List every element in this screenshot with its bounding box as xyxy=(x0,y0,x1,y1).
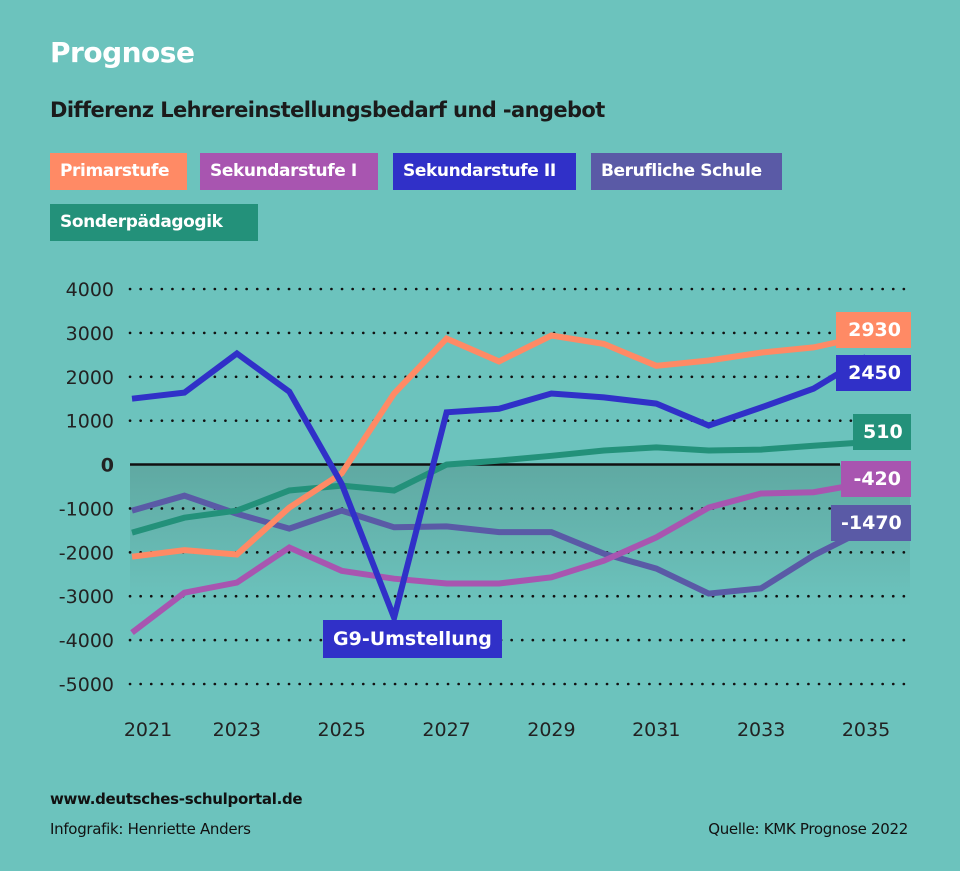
source: Quelle: KMK Prognose 2022 xyxy=(708,820,908,838)
x-tick-label: 2033 xyxy=(737,719,785,741)
x-tick-label: 2029 xyxy=(527,719,575,741)
chart-title: Differenz Lehrereinstellungsbedarf und -… xyxy=(50,98,605,122)
legend-item-primarstufe: Primarstufe xyxy=(50,153,187,190)
series-lines xyxy=(130,332,868,635)
y-tick-label: 0 xyxy=(101,455,114,477)
y-tick-label: 3000 xyxy=(66,323,114,345)
end-label-sekundarstufe-ii: 2450 xyxy=(836,355,911,391)
y-tick-label: 1000 xyxy=(66,411,114,433)
y-tick-label: -2000 xyxy=(59,542,114,564)
y-tick-label: 4000 xyxy=(66,279,114,301)
x-tick-label: 2027 xyxy=(422,719,470,741)
y-axis: 4000 3000 2000 1000 0 -1000 -2000 -3000 -4000 -50… xyxy=(59,279,114,696)
y-tick-label: -4000 xyxy=(59,630,114,652)
end-label-primarstufe: 2930 xyxy=(836,312,911,348)
y-tick-label: -3000 xyxy=(59,586,114,608)
y-tick-label: -5000 xyxy=(59,674,114,696)
legend-item-sekundarstufe-2: Sekundarstufe II xyxy=(393,153,576,190)
x-tick-label: 2031 xyxy=(632,719,680,741)
legend-item-berufliche-schule: Berufliche Schule xyxy=(591,153,782,190)
negative-region-band xyxy=(130,464,910,607)
series-line-sekundarstufe-ii xyxy=(131,349,868,628)
legend-item-sonderpaedagogik: Sonderpädagogik xyxy=(50,204,258,241)
y-tick-label: -1000 xyxy=(59,498,114,520)
credit: Infografik: Henriette Anders xyxy=(50,820,251,838)
x-axis: 2021 2023 2025 2027 2029 2031 2033 2035 xyxy=(124,719,890,741)
legend-item-sekundarstufe-1: Sekundarstufe I xyxy=(200,153,378,190)
series-line-primarstufe xyxy=(131,332,867,560)
y-tick-label: 2000 xyxy=(66,367,114,389)
x-tick-label: 2025 xyxy=(318,719,366,741)
end-label-sekundarstufe-i: -420 xyxy=(841,461,911,497)
source-url[interactable]: www.deutsches-schulportal.de xyxy=(50,790,303,808)
x-tick-label: 2035 xyxy=(842,719,890,741)
x-tick-label: 2023 xyxy=(213,719,261,741)
x-tick-label: 2021 xyxy=(124,719,172,741)
chart-kicker: Prognose xyxy=(50,36,195,69)
series-line-sonderp-dagogik xyxy=(131,439,867,536)
series-line-berufliche-schule xyxy=(131,492,868,597)
end-label-sonderp-dagogik: 510 xyxy=(853,414,911,450)
annotation-g9-umstellung: G9-Umstellung xyxy=(323,620,502,658)
series-line-sekundarstufe-i xyxy=(130,480,867,635)
end-label-berufliche-schule: -1470 xyxy=(831,505,911,541)
